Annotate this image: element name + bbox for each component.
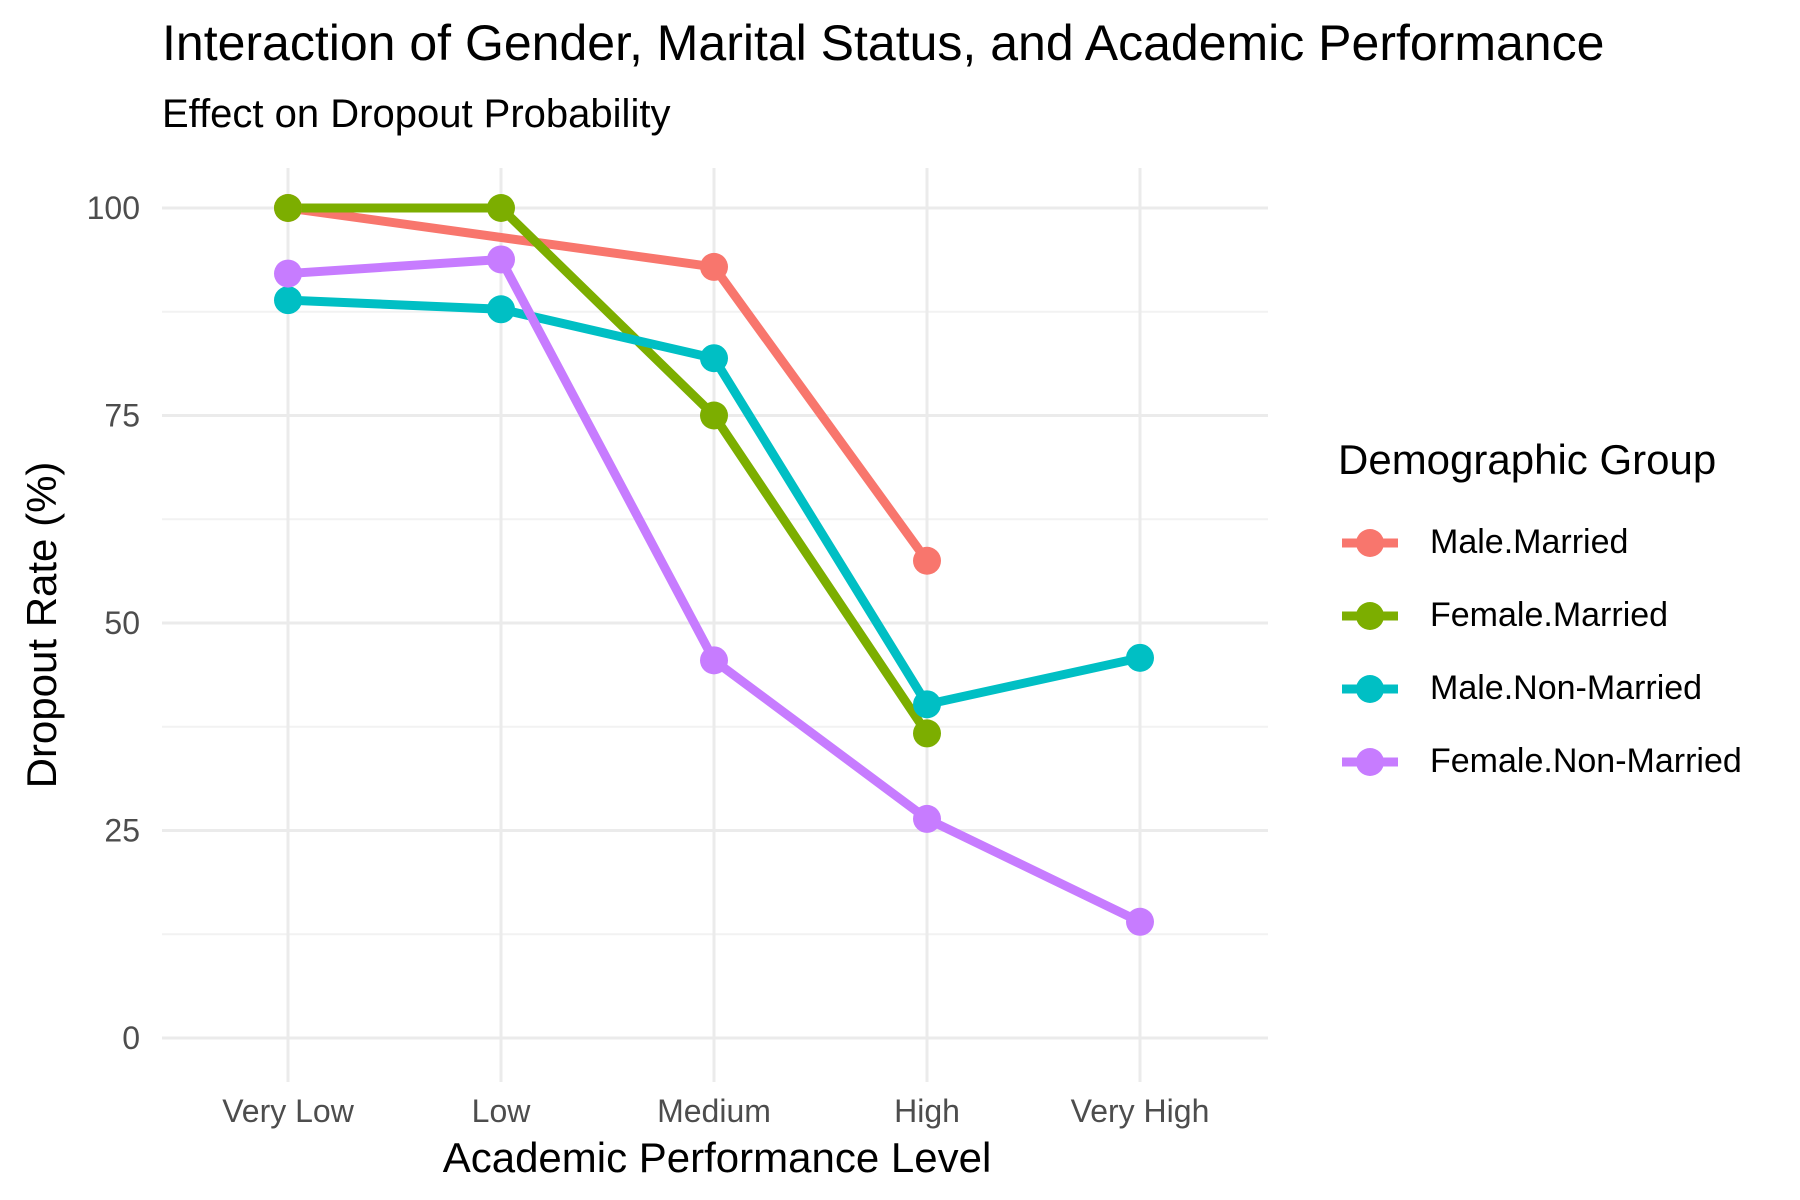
data-point <box>913 690 941 719</box>
data-point <box>913 546 941 575</box>
series-line-segment <box>283 203 719 272</box>
legend-items: Male.Married Female.Married Male.Non-Marri… <box>1338 506 1742 798</box>
legend-label: Male.Married <box>1430 523 1629 561</box>
y-tick-label: 75 <box>104 398 140 434</box>
series-line-segment <box>496 203 719 420</box>
chart-title: Interaction of Gender, Marital Status, a… <box>162 15 1605 71</box>
series-line-segment <box>496 254 719 665</box>
series-line-segment <box>709 262 932 566</box>
data-point <box>1126 907 1154 936</box>
series-points <box>274 194 1154 936</box>
legend-item: Female.Non-Married <box>1338 725 1742 798</box>
data-point <box>487 245 515 274</box>
y-axis-title: Dropout Rate (%) <box>18 462 65 789</box>
legend-item: Male.Married <box>1338 506 1742 579</box>
y-tick-label: 50 <box>104 605 140 641</box>
data-point <box>487 295 515 324</box>
series-line-segment <box>922 814 1145 927</box>
data-point <box>700 401 728 430</box>
series-line-segment <box>283 295 506 314</box>
legend-key <box>1342 601 1398 630</box>
data-point <box>700 344 728 373</box>
legend-key <box>1342 528 1398 557</box>
legend-title: Demographic Group <box>1338 436 1717 483</box>
legend: Demographic Group Male.Married Female.Mar… <box>1338 436 1742 798</box>
data-point <box>274 259 302 288</box>
legend-key <box>1342 674 1398 703</box>
data-point <box>700 252 728 281</box>
series-line-segment <box>709 353 932 709</box>
x-tick-label: Medium <box>657 1093 771 1129</box>
legend-label: Female.Non-Married <box>1430 742 1742 780</box>
series-line-segment <box>709 411 932 738</box>
y-axis-ticks: 0 25 50 75 100 <box>87 190 140 1056</box>
series-line-segment <box>283 254 506 279</box>
y-tick-label: 25 <box>104 813 140 849</box>
legend-item: Male.Non-Married <box>1338 652 1742 725</box>
data-point <box>1126 643 1154 672</box>
legend-label: Male.Non-Married <box>1430 669 1703 707</box>
series-line-segment <box>922 653 1145 709</box>
x-tick-label: Very Low <box>222 1093 355 1129</box>
x-tick-label: High <box>894 1093 960 1129</box>
y-tick-label: 100 <box>87 190 140 226</box>
legend-item: Female.Married <box>1338 579 1742 652</box>
x-axis-title: Academic Performance Level <box>443 1134 992 1181</box>
data-point <box>487 194 515 222</box>
data-point <box>913 804 941 833</box>
data-point <box>274 286 302 315</box>
chart-subtitle: Effect on Dropout Probability <box>162 92 671 136</box>
data-point <box>700 646 728 675</box>
series-line-segment <box>709 655 932 824</box>
data-point <box>913 719 941 748</box>
data-point <box>274 194 302 222</box>
y-tick-label: 0 <box>122 1020 140 1056</box>
x-tick-label: Low <box>472 1093 532 1129</box>
legend-label: Female.Married <box>1430 596 1669 634</box>
x-axis-ticks: Very Low Low Medium High Very High <box>222 1093 1209 1129</box>
series-lines <box>283 203 1145 927</box>
legend-key <box>1342 747 1398 776</box>
x-tick-label: Very High <box>1071 1093 1210 1129</box>
